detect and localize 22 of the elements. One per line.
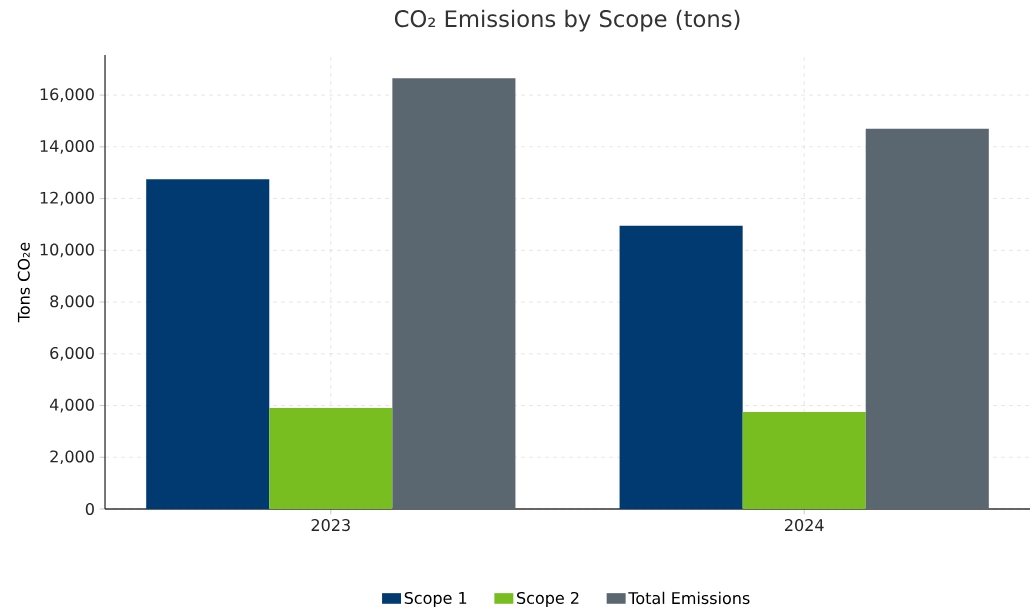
legend-label: Scope 1 xyxy=(404,591,467,608)
x-tick-label: 2024 xyxy=(785,519,824,532)
bar xyxy=(619,225,743,509)
y-tick-label: 14,000 xyxy=(40,139,94,154)
y-tick-label: 12,000 xyxy=(40,191,94,206)
y-tick-label: 2,000 xyxy=(50,450,94,465)
bar xyxy=(146,179,270,509)
y-tick-label: 8,000 xyxy=(50,295,94,309)
y-tick-label: 4,000 xyxy=(49,398,94,413)
y-tick-label: 6,000 xyxy=(50,346,94,361)
x-tick-label: 2023 xyxy=(311,519,350,532)
bar xyxy=(269,408,393,509)
bar xyxy=(865,128,989,509)
legend-label: Total Emissions xyxy=(628,591,750,605)
chart-title: CO₂ Emissions by Scope (tons) xyxy=(394,9,740,32)
y-tick-label: 0 xyxy=(85,502,94,516)
y-tick-label: 10,000 xyxy=(40,243,94,258)
bar xyxy=(742,411,866,509)
y-tick-label: 16,000 xyxy=(40,88,94,102)
bar xyxy=(392,78,516,509)
y-axis-title: Tons CO₂e xyxy=(17,242,30,323)
legend-label: Scope 2 xyxy=(517,591,579,608)
